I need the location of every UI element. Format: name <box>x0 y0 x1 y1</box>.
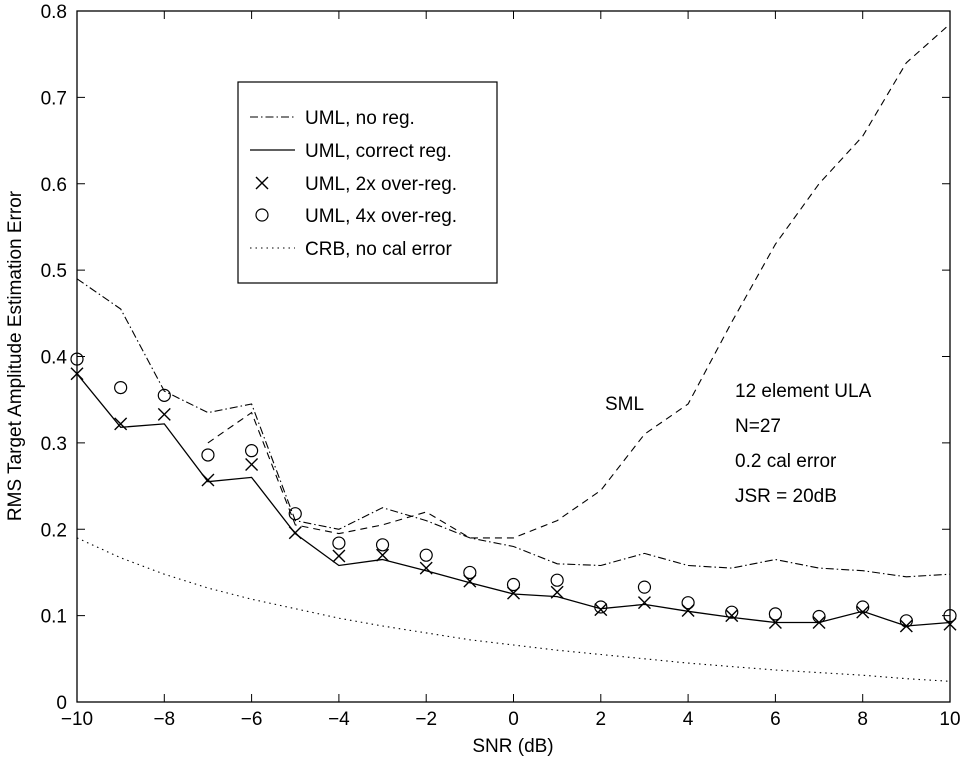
x-tick-label: 2 <box>596 709 607 730</box>
o-marker-point <box>550 573 564 587</box>
series-uml-4x-over-reg <box>70 352 957 628</box>
legend-label-uml-correct-reg: UML, correct reg. <box>305 141 452 162</box>
legend-label-crb: CRB, no cal error <box>305 239 452 260</box>
o-marker-point <box>768 607 783 621</box>
legend-label-uml-4x: UML, 4x over-reg. <box>305 206 457 227</box>
o-marker-point <box>594 600 608 614</box>
x-tick-label: −10 <box>61 709 93 730</box>
o-marker-point <box>419 548 433 562</box>
o-marker-point <box>637 580 652 594</box>
x-tick-label: −8 <box>153 709 175 730</box>
legend-label-uml-2x: UML, 2x over-reg. <box>305 174 457 195</box>
legend-box <box>237 81 498 284</box>
o-marker-point <box>812 609 826 624</box>
x-marker-point <box>856 605 870 619</box>
legend-swatch-uml-4x <box>255 208 269 222</box>
info-line-snapshots: N=27 <box>735 416 781 437</box>
y-tick-label: 0.2 <box>41 520 67 541</box>
o-marker-point <box>375 538 390 552</box>
y-tick-label: 0.1 <box>41 607 67 628</box>
x-marker-point <box>245 457 259 471</box>
series-line-sml <box>207 23 951 539</box>
o-marker-point <box>506 577 521 592</box>
x-marker-point <box>594 603 608 617</box>
legend-label-uml-no-reg: UML, no reg. <box>305 108 415 129</box>
x-marker-point <box>201 473 215 487</box>
x-marker-point <box>114 417 128 431</box>
x-marker-point <box>332 549 346 563</box>
x-marker-point <box>899 619 913 633</box>
x-marker-point <box>637 596 651 610</box>
o-marker-point <box>114 380 128 395</box>
info-line-jsr: JSR = 20dB <box>735 486 837 507</box>
o-marker-point <box>899 614 913 628</box>
y-tick-label: 0.6 <box>41 175 67 196</box>
legend-swatch-uml-2x <box>255 176 269 190</box>
x-tick-label: 0 <box>508 709 519 730</box>
ticks-layer: −10 −8 −6 −4 −2 0 2 4 6 8 10 0 0.1 0.2 0.3 0.4 0.5 0.6 0.7… <box>41 2 961 730</box>
o-marker-point <box>288 507 302 521</box>
plot-frame <box>76 10 951 703</box>
y-tick-label: 0.7 <box>41 88 67 109</box>
x-tick-label: 6 <box>770 709 781 730</box>
info-line-cal-error: 0.2 cal error <box>735 451 837 472</box>
x-tick-label: 8 <box>857 709 868 730</box>
o-marker-point <box>725 605 739 619</box>
y-tick-label: 0.5 <box>41 261 67 282</box>
o-marker-point <box>201 448 215 462</box>
y-axis-label: RMS Target Amplitude Estimation Error <box>5 190 26 521</box>
o-marker-point <box>157 388 171 402</box>
o-marker-point <box>856 600 870 614</box>
y-tick-label: 0.3 <box>41 434 67 455</box>
y-tick-label: 0.8 <box>41 2 67 23</box>
x-marker-point <box>550 585 564 599</box>
o-marker-point <box>681 596 695 610</box>
x-tick-label: −6 <box>241 709 263 730</box>
o-marker-point <box>463 565 477 580</box>
series-layer <box>70 23 957 682</box>
legend: UML, no reg. UML, correct reg. UML, 2x o… <box>237 81 498 284</box>
x-tick-label: −2 <box>415 709 437 730</box>
info-line-array: 12 element ULA <box>735 381 872 402</box>
series-line-uml-no-reg <box>76 278 951 578</box>
x-marker-point <box>157 407 171 421</box>
x-marker-point <box>376 548 390 562</box>
x-axis-label: SNR (dB) <box>472 736 553 757</box>
series-line-crb-no-cal-error <box>76 537 951 682</box>
x-marker-point <box>419 561 433 575</box>
o-marker-point <box>245 444 259 458</box>
x-marker-point <box>288 526 302 540</box>
x-marker-point <box>725 609 739 623</box>
y-tick-label: 0.4 <box>41 348 68 369</box>
o-marker-point <box>332 536 346 550</box>
y-tick-label: 0 <box>56 693 67 714</box>
x-tick-label: −4 <box>328 709 350 730</box>
x-tick-label: 4 <box>683 709 694 730</box>
sml-annotation: SML <box>605 394 644 415</box>
x-tick-label: 10 <box>939 709 960 730</box>
